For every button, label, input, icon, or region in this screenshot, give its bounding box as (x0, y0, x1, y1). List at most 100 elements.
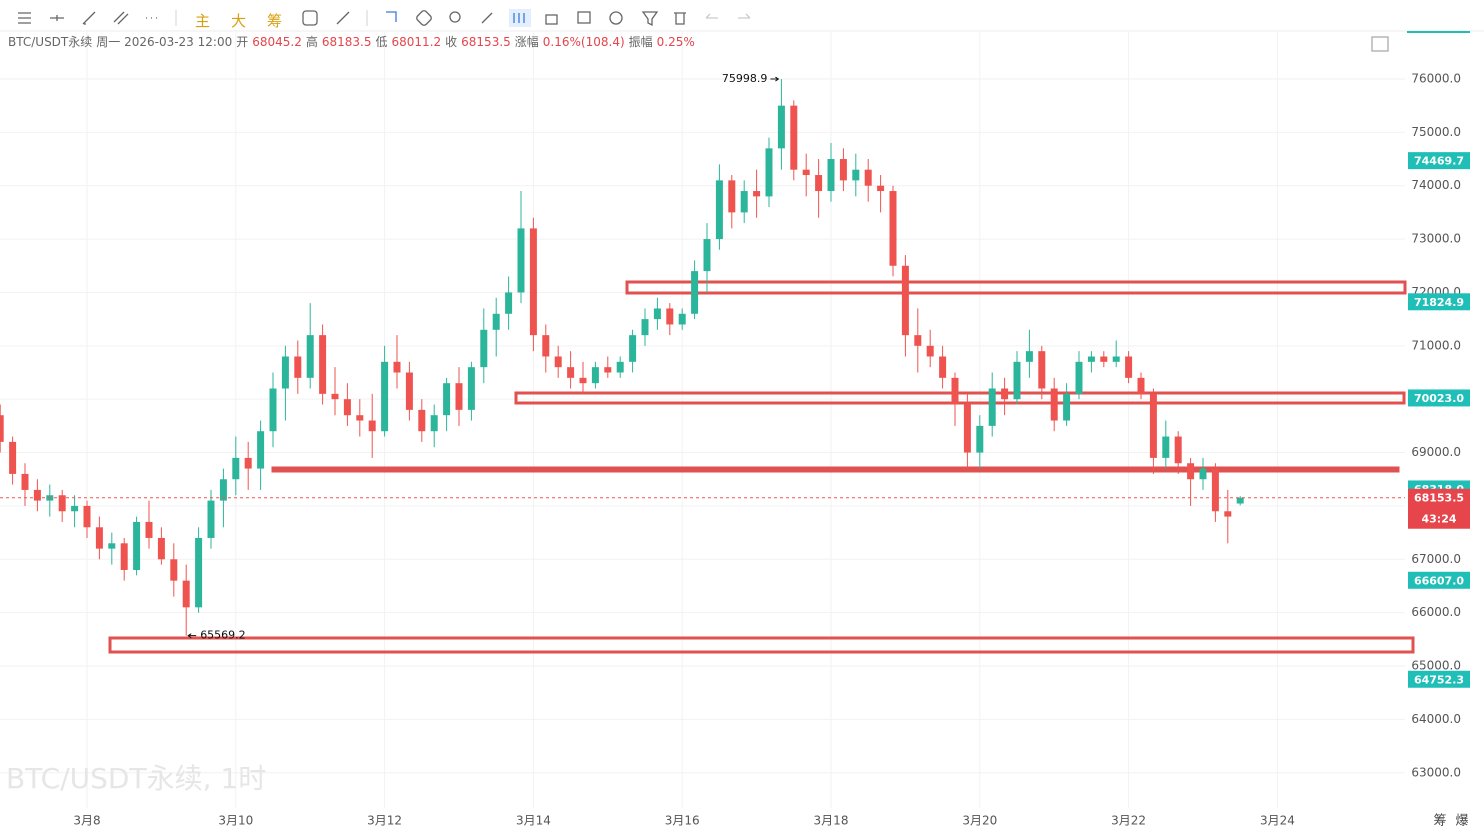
y-tick-label: 66000.0 (1411, 605, 1461, 619)
candle-body (170, 559, 178, 581)
candle-body (232, 457, 240, 480)
channel-icon[interactable] (113, 11, 129, 25)
lock-icon[interactable] (545, 14, 558, 25)
candle-body (579, 377, 587, 384)
candle-body (21, 473, 29, 490)
candle-body (381, 361, 389, 432)
candle-body (1199, 468, 1207, 480)
annotation-label: 65569.2 (200, 629, 246, 642)
candle-body (83, 505, 91, 528)
candle-body (157, 537, 165, 560)
active-tool[interactable] (509, 9, 531, 27)
candle-body (1063, 393, 1071, 421)
redo-icon[interactable] (738, 13, 751, 19)
candle-body (815, 175, 823, 192)
y-tick-label: 63000.0 (1411, 765, 1461, 779)
candle-body (455, 383, 463, 410)
toolbar-label[interactable]: 大 (231, 12, 247, 30)
symbol: BTC/USDT永续 (8, 35, 93, 49)
candle-body (939, 356, 947, 378)
candle-body (145, 521, 153, 538)
fullscreen-icon[interactable] (1371, 36, 1389, 52)
zone-rect[interactable] (271, 466, 1400, 473)
info-label: 振幅 (628, 35, 653, 49)
toolbar-label[interactable]: 筹 (267, 12, 283, 30)
candle-body (244, 457, 252, 469)
corner-label: 筹 (1433, 813, 1446, 829)
line-icon[interactable] (82, 11, 96, 25)
last-price-label: 68153.5 (1414, 492, 1464, 505)
candle-body (9, 441, 17, 474)
candle-body (294, 356, 302, 378)
toolbar-label[interactable]: 主 (195, 12, 211, 30)
candle-body (1187, 463, 1195, 480)
info-label: 收 (445, 35, 458, 49)
filter-icon[interactable] (641, 11, 659, 27)
candle-body (554, 356, 562, 368)
annotation-arrow (770, 76, 780, 82)
candle-body (753, 191, 761, 197)
datetime: 周一 2026-03-23 12:00 (96, 35, 233, 49)
candle-body (207, 500, 215, 538)
brush-icon[interactable] (481, 12, 493, 24)
candle-body (678, 313, 686, 325)
candle-body (703, 239, 711, 272)
candle-icon[interactable] (513, 13, 525, 23)
grid (0, 32, 1405, 808)
zone-rect[interactable] (514, 391, 1406, 405)
candle-body (1001, 388, 1009, 400)
candle-body (1013, 361, 1021, 400)
tool-icon[interactable] (302, 10, 318, 26)
ruler-icon[interactable] (416, 10, 433, 27)
x-tick-label: 3月16 (665, 814, 700, 828)
candle-body (269, 388, 277, 432)
candle-body (133, 521, 141, 570)
tool-icon[interactable] (577, 11, 591, 24)
delete-icon[interactable] (674, 12, 686, 25)
candle-body (1025, 351, 1033, 362)
candle-body (740, 191, 748, 213)
magnet-icon[interactable] (609, 11, 623, 25)
candle-body (1038, 351, 1046, 389)
candle-body (219, 479, 227, 501)
info-label: 高 (305, 35, 318, 49)
candle-body (777, 105, 785, 149)
candle-body (604, 367, 612, 373)
candle-body (71, 505, 79, 512)
candle-body (827, 159, 835, 192)
candle-body (1174, 436, 1182, 464)
y-tick-label: 69000.0 (1411, 445, 1461, 459)
candle-body (505, 292, 513, 314)
zone-rect[interactable] (625, 280, 1407, 295)
tool-icon[interactable] (336, 11, 350, 25)
y-tick-label: 76000.0 (1411, 71, 1461, 85)
info-label: 开 (236, 35, 249, 49)
candle-body (877, 185, 885, 192)
info-value: 68153.5 (461, 35, 511, 49)
candle-body (430, 415, 438, 432)
y-tick-label: 64000.0 (1411, 712, 1461, 726)
zone-rect[interactable] (108, 636, 1415, 654)
candle-body (926, 345, 934, 357)
candle-body (343, 399, 351, 416)
tool-icon[interactable] (386, 11, 397, 22)
candle-body (1236, 497, 1244, 504)
x-tick-label: 3月22 (1111, 814, 1146, 828)
price-marker-label: 70023.0 (1414, 392, 1464, 405)
candle-body (95, 527, 103, 549)
undo-icon[interactable] (705, 13, 718, 19)
candle-body (281, 356, 289, 389)
menu-icon[interactable] (18, 12, 31, 24)
price-marker (1408, 571, 1470, 589)
price-marker (1408, 152, 1470, 170)
candle-body (257, 431, 265, 469)
zoom-icon[interactable] (449, 11, 461, 23)
y-tick-label: 65000.0 (1411, 659, 1461, 673)
price-marker-label: 64752.3 (1414, 673, 1464, 686)
candle-body (529, 228, 537, 336)
toolbar-icons (18, 9, 1389, 52)
price-marker-label: 66607.0 (1414, 574, 1464, 587)
candle-body (802, 169, 810, 176)
candle-body (914, 335, 922, 346)
hline-icon[interactable] (50, 15, 64, 21)
